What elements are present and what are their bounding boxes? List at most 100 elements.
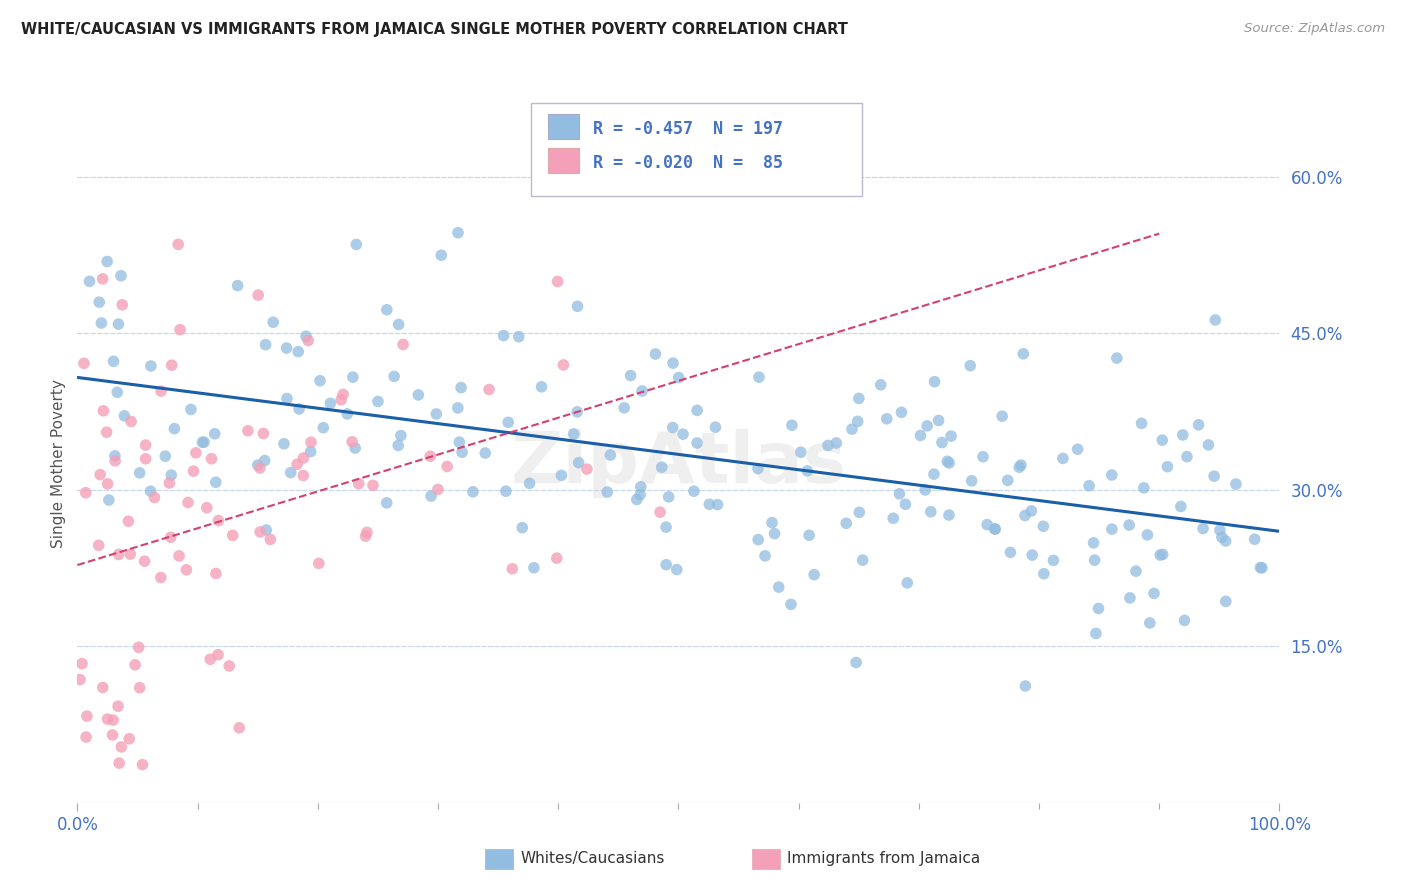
Point xyxy=(1215,533,1237,548)
Point xyxy=(1084,553,1107,567)
Point xyxy=(69,673,91,687)
Point xyxy=(236,424,259,438)
Text: Whites/Caucasians: Whites/Caucasians xyxy=(520,851,665,865)
Point xyxy=(655,520,678,534)
Point xyxy=(661,420,683,434)
Point xyxy=(292,450,315,465)
Point xyxy=(97,476,120,491)
Point xyxy=(110,268,132,283)
Point xyxy=(93,404,115,418)
Point xyxy=(254,523,277,537)
Point xyxy=(308,557,330,571)
Point xyxy=(112,409,135,423)
Text: Immigrants from Jamaica: Immigrants from Jamaica xyxy=(787,851,980,865)
Point xyxy=(104,449,127,463)
Point xyxy=(1119,591,1142,605)
Point xyxy=(510,521,533,535)
Point xyxy=(1152,433,1174,447)
Point xyxy=(356,525,378,540)
Point xyxy=(408,388,430,402)
Text: Source: ZipAtlas.com: Source: ZipAtlas.com xyxy=(1244,22,1385,36)
Point xyxy=(1152,548,1174,562)
Point xyxy=(530,380,553,394)
Point xyxy=(575,462,598,476)
Point xyxy=(253,453,276,467)
Point xyxy=(299,435,322,450)
Point xyxy=(984,522,1007,536)
Point xyxy=(976,517,998,532)
Point xyxy=(567,405,589,419)
Point xyxy=(754,549,776,563)
Point xyxy=(1136,528,1159,542)
Point xyxy=(222,528,245,542)
Point xyxy=(1133,481,1156,495)
Point xyxy=(184,446,207,460)
Point xyxy=(1204,313,1226,327)
Point xyxy=(991,409,1014,424)
Point xyxy=(508,329,530,343)
Point xyxy=(835,516,858,531)
Point xyxy=(1173,614,1195,628)
Point xyxy=(447,226,470,240)
Point xyxy=(1000,545,1022,559)
Point xyxy=(768,580,790,594)
Point xyxy=(375,496,398,510)
Point xyxy=(683,484,706,499)
Point xyxy=(120,547,142,561)
Point xyxy=(163,421,186,435)
Point xyxy=(91,272,114,286)
Point xyxy=(655,558,678,572)
Point xyxy=(180,402,202,417)
Point xyxy=(200,652,222,666)
Point xyxy=(761,516,783,530)
Point xyxy=(204,475,226,490)
Point xyxy=(562,426,585,441)
Point xyxy=(1010,458,1032,472)
Point xyxy=(567,299,589,313)
Point xyxy=(914,483,936,497)
Point xyxy=(845,656,868,670)
Point xyxy=(1192,521,1215,535)
Point xyxy=(1032,519,1054,533)
Point xyxy=(1021,504,1043,518)
Point xyxy=(763,526,786,541)
Text: ZipAtlas: ZipAtlas xyxy=(510,429,846,499)
Text: WHITE/CAUCASIAN VS IMMIGRANTS FROM JAMAICA SINGLE MOTHER POVERTY CORRELATION CHA: WHITE/CAUCASIAN VS IMMIGRANTS FROM JAMAI… xyxy=(21,22,848,37)
Point xyxy=(159,530,181,544)
Point xyxy=(285,457,308,471)
Point xyxy=(135,438,157,452)
Point xyxy=(447,401,470,415)
Point xyxy=(852,553,875,567)
Point xyxy=(262,315,284,329)
Point xyxy=(108,756,131,771)
Point xyxy=(626,492,648,507)
Point xyxy=(1084,626,1107,640)
Point xyxy=(931,435,953,450)
Point xyxy=(1156,459,1178,474)
Point xyxy=(825,436,848,450)
Point xyxy=(922,467,945,482)
Point xyxy=(226,278,249,293)
Point xyxy=(474,446,496,460)
Point xyxy=(246,458,269,472)
Point xyxy=(1225,477,1247,491)
Point xyxy=(1087,601,1109,615)
Point xyxy=(478,383,501,397)
Point xyxy=(568,456,591,470)
Point xyxy=(330,392,353,407)
Point xyxy=(110,739,132,754)
Point xyxy=(103,354,125,368)
Point xyxy=(90,316,112,330)
Point xyxy=(686,403,709,417)
Point xyxy=(704,420,727,434)
Point xyxy=(167,549,190,563)
Point xyxy=(747,533,769,547)
Point xyxy=(936,454,959,468)
Point xyxy=(297,334,319,348)
Point xyxy=(747,461,769,475)
Point xyxy=(419,449,441,463)
Point xyxy=(1139,615,1161,630)
Point xyxy=(193,435,215,450)
Point xyxy=(367,394,389,409)
Point xyxy=(160,358,183,372)
